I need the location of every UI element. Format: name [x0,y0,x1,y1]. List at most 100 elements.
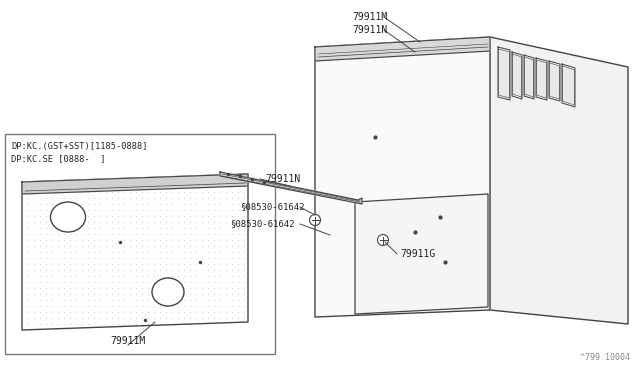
Point [408,41,418,47]
Point [53,291,63,297]
Point [53,213,63,219]
Point [399,276,409,282]
Point [345,279,355,285]
Point [471,83,481,89]
Point [239,249,249,255]
Point [143,285,153,291]
Point [125,177,135,183]
Point [167,183,177,189]
Point [464,272,474,278]
Point [59,231,69,237]
Point [83,189,93,195]
Point [173,231,183,237]
Point [366,146,376,152]
Point [215,201,225,207]
Point [413,255,423,261]
Point [443,216,453,222]
Point [191,255,201,261]
Point [366,55,376,61]
Point [387,153,397,159]
Point [89,297,99,303]
Point [478,118,488,124]
Point [401,279,411,285]
Point [137,243,147,249]
Point [401,125,411,131]
Point [149,177,159,183]
Point [441,206,451,212]
Point [71,237,81,243]
Point [457,90,467,96]
Point [331,55,341,61]
Point [233,249,243,255]
Point [436,90,446,96]
Point [119,213,129,219]
Point [227,261,237,267]
Point [131,273,141,279]
Point [413,220,423,226]
Point [408,244,418,250]
Point [429,83,439,89]
Point [380,286,390,292]
Point [455,290,465,296]
Point [366,223,376,229]
Point [215,261,225,267]
Point [107,225,117,231]
Point [385,241,395,247]
Point [427,241,437,247]
Point [387,230,397,236]
Point [478,265,488,271]
Point [131,243,141,249]
Point [441,241,451,247]
Point [149,297,159,303]
Point [179,189,189,195]
Point [420,248,430,254]
Point [464,83,474,89]
Point [469,192,479,198]
Point [401,62,411,68]
Point [331,237,341,243]
Point [441,304,451,310]
Point [41,303,51,309]
Point [378,290,388,296]
Point [366,230,376,236]
Point [401,223,411,229]
Point [366,160,376,166]
Point [429,188,439,194]
Point [471,132,481,138]
Point [394,125,404,131]
Point [385,269,395,275]
Point [221,201,231,207]
Point [373,258,383,264]
Point [317,307,327,313]
Point [366,237,376,243]
Point [415,223,425,229]
Point [443,251,453,257]
Point [209,177,219,183]
Point [359,188,369,194]
Point [331,104,341,110]
Point [209,249,219,255]
Point [450,237,460,243]
Point [422,230,432,236]
Point [401,48,411,54]
Point [366,125,376,131]
Point [119,297,129,303]
Point [373,62,383,68]
Point [59,297,69,303]
Point [413,248,423,254]
Point [450,111,460,117]
Point [471,181,481,187]
Point [131,183,141,189]
Point [429,97,439,103]
Point [434,213,444,219]
Point [471,111,481,117]
Point [89,315,99,321]
Point [143,201,153,207]
Point [113,249,123,255]
Point [191,243,201,249]
Point [380,146,390,152]
Point [47,261,57,267]
Point [179,273,189,279]
Point [436,286,446,292]
Point [406,297,416,303]
